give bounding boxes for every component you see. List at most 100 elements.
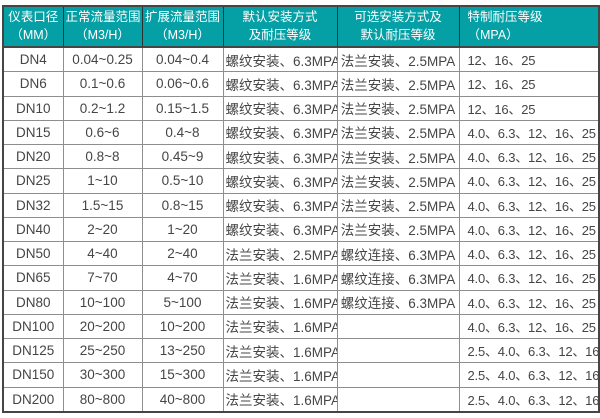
table-row: DN200 80~800 40~800 法兰安装、1.6MPA 2.5、4.0、6.3、…: [2, 386, 600, 413]
cell-optional-install: [336, 313, 460, 340]
table-row: DN10 0.2~1.2 0.15~1.5 螺纹安装、6.3MPA 法兰安装、2.5MP…: [2, 95, 600, 121]
cell-normal-flow: 2~20: [62, 216, 143, 243]
cell-diameter: DN150: [2, 362, 64, 388]
cell-diameter: DN65: [2, 265, 64, 291]
cell-diameter: DN50: [2, 241, 64, 267]
cell-default-install: 法兰安装、1.6MPA: [222, 265, 338, 291]
cell-optional-install: 螺纹连接、6.3MPA: [336, 289, 460, 315]
cell-special-pressure: 4.0、6.3、12、16、25: [458, 265, 600, 291]
header-line-1: 特制耐压等级: [467, 10, 543, 24]
cell-special-pressure: 4.0、6.3、12、16、25: [458, 168, 600, 194]
table-row: DN125 25~250 13~250 法兰安装、1.6MPA 2.5、4.0、6.3、…: [2, 338, 600, 364]
table-row: DN6 0.1~0.6 0.06~0.6 螺纹安装、6.3MPA 法兰安装、2.5MPA…: [2, 71, 600, 97]
cell-extended-flow: 2~40: [141, 241, 224, 267]
cell-diameter: DN125: [2, 338, 64, 364]
table-row: DN20 0.8~8 0.45~9 螺纹安装、6.3MPA 法兰安装、2.5MPA 4.0…: [2, 144, 600, 170]
cell-diameter: DN25: [2, 168, 64, 194]
cell-optional-install: 法兰安装、2.5MPA: [336, 71, 460, 97]
header-line-2: 及耐压等级: [248, 27, 312, 42]
cell-extended-flow: 1~20: [141, 216, 224, 243]
column-header-normal-flow: 正常流量范围 （M3/H）: [62, 6, 143, 48]
cell-extended-flow: 15~300: [141, 362, 224, 388]
cell-extended-flow: 4~70: [141, 265, 224, 291]
cell-diameter: DN6: [2, 71, 64, 97]
cell-special-pressure: 4.0、6.3、12、16、25: [458, 144, 600, 170]
cell-special-pressure: 4.0、6.3、12、16、25: [458, 119, 600, 146]
table-row: DN25 1~10 0.5~10 螺纹安装、6.3MPA 法兰安装、2.5MPA 4.0、…: [2, 168, 600, 194]
cell-normal-flow: 80~800: [62, 386, 143, 413]
cell-default-install: 法兰安装、1.6MPA: [222, 362, 338, 388]
cell-diameter: DN200: [2, 386, 64, 413]
cell-default-install: 法兰安装、1.6MPA: [222, 289, 338, 315]
table-row: DN32 1.5~15 0.8~15 螺纹安装、6.3MPA 法兰安装、2.5MPA 4.…: [2, 192, 600, 218]
cell-optional-install: [336, 386, 460, 413]
cell-default-install: 法兰安装、1.6MPA: [222, 338, 338, 364]
cell-special-pressure: 4.0、6.3、12、16、25: [458, 313, 600, 340]
header-line-1: 仪表口径: [8, 10, 59, 24]
header-line-2: （MM）: [10, 27, 57, 42]
cell-extended-flow: 0.06~0.6: [141, 71, 224, 97]
flow-meter-spec-table: 仪表口径 （MM） 正常流量范围 （M3/H） 扩展流量范围 （M3/H） 默认…: [2, 5, 600, 413]
cell-normal-flow: 20~200: [62, 313, 143, 340]
header-line-1: 扩展流量范围: [144, 10, 220, 24]
table-row: DN4 0.04~0.25 0.04~0.4 螺纹安装、6.3MPA 法兰安装、2.5M…: [2, 46, 600, 73]
cell-special-pressure: 4.0、6.3、12、16、25: [458, 289, 600, 315]
cell-default-install: 螺纹安装、6.3MPA: [222, 168, 338, 194]
cell-default-install: 螺纹安装、6.3MPA: [222, 144, 338, 170]
cell-diameter: DN10: [2, 95, 64, 121]
column-header-default-install: 默认安装方式 及耐压等级: [222, 6, 338, 48]
cell-diameter: DN15: [2, 119, 64, 146]
cell-special-pressure: 4.0、6.3、12、16、25: [458, 241, 600, 267]
table-row: DN80 10~100 5~100 法兰安装、1.6MPA 螺纹连接、6.3MPA 4.0…: [2, 289, 600, 315]
cell-special-pressure: 2.5、4.0、6.3、12、16: [458, 386, 600, 413]
table-body: DN4 0.04~0.25 0.04~0.4 螺纹安装、6.3MPA 法兰安装、2.5M…: [2, 46, 600, 413]
cell-extended-flow: 0.8~15: [141, 192, 224, 218]
column-header-extended-flow: 扩展流量范围 （M3/H）: [141, 6, 224, 48]
cell-optional-install: 法兰安装、2.5MPA: [336, 144, 460, 170]
cell-optional-install: 法兰安装、2.5MPA: [336, 119, 460, 146]
cell-normal-flow: 0.6~6: [62, 119, 143, 146]
cell-special-pressure: 2.5、4.0、6.3、12、16: [458, 362, 600, 388]
cell-extended-flow: 0.4~8: [141, 119, 224, 146]
cell-optional-install: 法兰安装、2.5MPA: [336, 192, 460, 218]
cell-normal-flow: 1~10: [62, 168, 143, 194]
cell-special-pressure: 4.0、6.3、12、16、25: [458, 192, 600, 218]
cell-normal-flow: 30~300: [62, 362, 143, 388]
cell-optional-install: 法兰安装、2.5MPA: [336, 95, 460, 121]
cell-extended-flow: 40~800: [141, 386, 224, 413]
cell-special-pressure: 4.0、6.3、12、16、25: [458, 216, 600, 243]
cell-diameter: DN32: [2, 192, 64, 218]
table-row: DN40 2~20 1~20 螺纹安装、6.3MPA 法兰安装、2.5MPA 4.0、6.…: [2, 216, 600, 243]
cell-optional-install: 螺纹连接、6.3MPA: [336, 241, 460, 267]
cell-optional-install: 螺纹连接、6.3MPA: [336, 265, 460, 291]
cell-default-install: 螺纹安装、6.3MPA: [222, 46, 338, 73]
header-line-2: （M3/H）: [75, 27, 130, 42]
cell-diameter: DN20: [2, 144, 64, 170]
cell-special-pressure: 12、16、25: [458, 71, 600, 97]
cell-extended-flow: 0.45~9: [141, 144, 224, 170]
cell-default-install: 法兰安装、1.6MPA: [222, 313, 338, 340]
cell-special-pressure: 12、16、25: [458, 46, 600, 73]
cell-extended-flow: 13~250: [141, 338, 224, 364]
header-line-2: （M3/H）: [155, 27, 210, 42]
table-row: DN150 30~300 15~300 法兰安装、1.6MPA 2.5、4.0、6.3、…: [2, 362, 600, 388]
cell-default-install: 螺纹安装、6.3MPA: [222, 192, 338, 218]
header-line-2: （MPA）: [467, 27, 519, 42]
header-line-1: 默认安装方式: [242, 10, 318, 24]
cell-optional-install: [336, 362, 460, 388]
cell-extended-flow: 5~100: [141, 289, 224, 315]
column-header-special-pressure: 特制耐压等级 （MPA）: [458, 6, 600, 48]
cell-default-install: 螺纹安装、6.3MPA: [222, 71, 338, 97]
cell-default-install: 螺纹安装、6.3MPA: [222, 95, 338, 121]
cell-special-pressure: 12、16、25: [458, 95, 600, 121]
table-row: DN100 20~200 10~200 法兰安装、1.6MPA 4.0、6.3、12、1…: [2, 313, 600, 340]
cell-default-install: 法兰安装、2.5MPA: [222, 241, 338, 267]
cell-diameter: DN80: [2, 289, 64, 315]
table-row: DN15 0.6~6 0.4~8 螺纹安装、6.3MPA 法兰安装、2.5MPA 4.0、…: [2, 119, 600, 146]
cell-normal-flow: 0.04~0.25: [62, 46, 143, 73]
cell-extended-flow: 0.5~10: [141, 168, 224, 194]
header-line-2: 默认耐压等级: [360, 27, 436, 42]
header-line-1: 可选安装方式及: [354, 10, 442, 24]
cell-normal-flow: 0.2~1.2: [62, 95, 143, 121]
cell-extended-flow: 0.04~0.4: [141, 46, 224, 73]
